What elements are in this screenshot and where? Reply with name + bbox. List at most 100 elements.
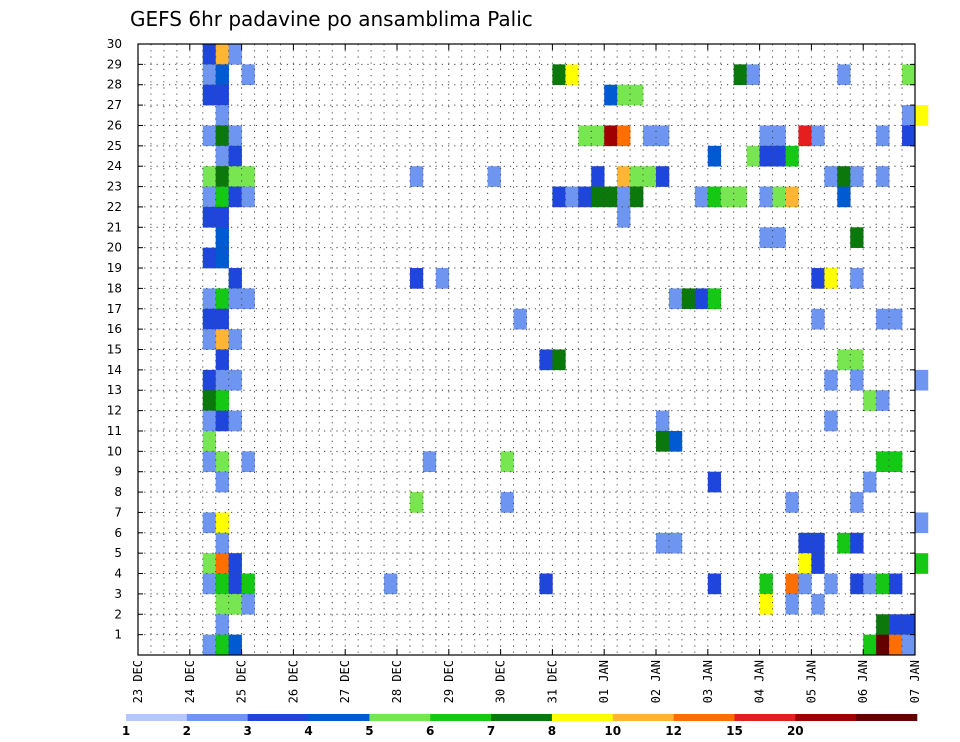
precip-cell <box>668 430 683 452</box>
precip-cell <box>668 288 683 310</box>
precip-cell <box>798 573 812 595</box>
precip-cell <box>656 430 670 452</box>
x-axis: 23 DEC 24 DEC 25 DEC 26 DEC 27 DEC 28 DEC 29 D… <box>131 44 922 703</box>
x-tick-label: 07 JAN <box>908 660 922 703</box>
precip-cell <box>409 268 424 289</box>
y-tick-label: 17 <box>107 302 122 316</box>
precip-cell <box>759 125 773 147</box>
precip-cell <box>228 553 242 574</box>
precip-cell <box>202 166 216 187</box>
precip-cell <box>902 105 916 126</box>
colorbar-segment <box>612 714 674 721</box>
colorbar-segment <box>247 714 309 721</box>
precip-cell <box>876 308 890 330</box>
y-tick-label: 7 <box>114 505 122 519</box>
precip-cell <box>215 369 229 391</box>
precip-cell <box>772 227 786 248</box>
precip-cell <box>215 288 229 310</box>
colorbar-label: 4 <box>304 724 312 738</box>
precip-cell <box>772 145 786 167</box>
precip-cell <box>552 349 566 371</box>
precip-cell <box>228 410 242 432</box>
precip-cell <box>681 288 696 310</box>
colorbar-label: 10 <box>604 724 621 738</box>
precip-cell <box>215 451 229 472</box>
precip-cell <box>215 166 229 187</box>
precip-cell <box>850 166 864 187</box>
precip-cell <box>811 268 825 289</box>
precip-cell <box>202 64 216 86</box>
precip-cell <box>215 532 229 554</box>
precip-cell <box>202 125 216 147</box>
precip-cell <box>772 125 786 147</box>
precip-cell <box>215 247 229 269</box>
precip-cell <box>902 634 916 656</box>
precip-cell <box>617 206 631 228</box>
precip-cell <box>915 369 929 391</box>
precip-cell <box>422 451 437 472</box>
precip-cell <box>552 64 566 86</box>
y-tick-label: 16 <box>107 322 122 336</box>
heatmap-cells <box>202 44 929 656</box>
y-tick-label: 1 <box>114 628 122 642</box>
precip-cell <box>591 125 605 147</box>
x-tick-label: 03 JAN <box>701 660 715 703</box>
precip-cell <box>889 308 903 330</box>
y-axis: 1234567891011121314151617181920212223242… <box>107 37 915 642</box>
precip-cell <box>578 186 592 208</box>
precip-cell <box>617 166 631 187</box>
y-tick-label: 20 <box>107 241 122 255</box>
y-tick-label: 30 <box>107 37 122 51</box>
precip-cell <box>837 532 851 554</box>
precip-cell <box>707 471 722 493</box>
precip-cell <box>915 105 929 126</box>
y-tick-label: 4 <box>114 567 122 581</box>
precip-cell <box>565 186 579 208</box>
precip-cell <box>384 573 398 595</box>
precip-cell <box>487 166 501 187</box>
precip-cell <box>215 614 229 635</box>
y-tick-label: 28 <box>107 78 122 92</box>
precip-cell <box>591 166 605 187</box>
x-tick-label: 28 DEC <box>390 660 404 703</box>
precip-cell <box>863 573 877 595</box>
precip-cell <box>215 593 229 615</box>
precip-cell <box>228 329 242 350</box>
y-tick-label: 29 <box>107 57 122 71</box>
precip-cell <box>202 369 216 391</box>
precip-cell <box>202 390 216 411</box>
precip-cell <box>228 593 242 615</box>
precip-cell <box>215 186 229 208</box>
precip-cell <box>228 186 242 208</box>
y-tick-label: 22 <box>107 200 122 214</box>
y-tick-label: 3 <box>114 587 122 601</box>
precip-cell <box>202 308 216 330</box>
precip-cell <box>733 64 747 86</box>
precip-cell <box>228 145 242 167</box>
precip-cell <box>202 430 216 452</box>
precip-cell <box>798 532 812 554</box>
precip-cell <box>694 186 709 208</box>
x-tick-label: 31 DEC <box>545 660 559 703</box>
precip-cell <box>889 614 903 635</box>
precip-cell <box>889 451 903 472</box>
precip-cell <box>707 145 722 167</box>
precip-cell <box>876 451 890 472</box>
x-tick-label: 26 DEC <box>286 660 300 703</box>
precip-cell <box>785 145 799 167</box>
y-tick-label: 15 <box>107 343 122 357</box>
precip-cell <box>241 573 255 595</box>
precip-cell <box>876 125 890 147</box>
y-tick-label: 5 <box>114 546 122 560</box>
precip-cell <box>215 308 229 330</box>
precip-cell <box>500 492 514 513</box>
precip-cell <box>228 573 242 595</box>
precip-cell <box>202 247 216 269</box>
precip-cell <box>215 44 229 65</box>
precip-cell <box>889 634 903 656</box>
y-tick-label: 9 <box>114 465 122 479</box>
precip-cell <box>876 573 890 595</box>
y-tick-label: 6 <box>114 526 122 540</box>
x-tick-label: 01 JAN <box>597 660 611 703</box>
